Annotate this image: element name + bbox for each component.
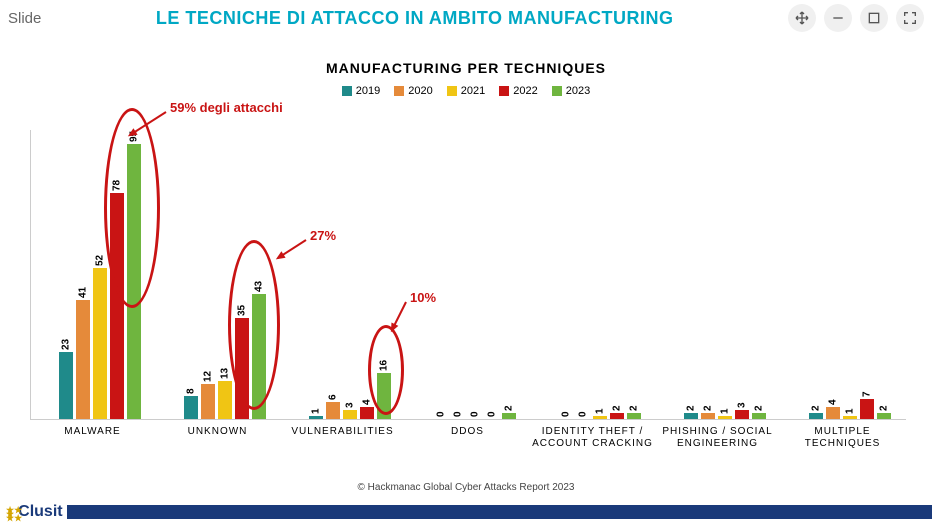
legend-swatch (447, 86, 457, 96)
legend-label: 2020 (408, 85, 432, 97)
legend-swatch (342, 86, 352, 96)
legend-label: 2019 (356, 85, 380, 97)
slide-title: LE TECNICHE DI ATTACCO IN AMBITO MANUFAC… (41, 8, 788, 29)
legend: 2019 2020 2021 2022 2023 (0, 85, 932, 97)
legend-swatch (394, 86, 404, 96)
chart-title: MANUFACTURING PER TECHNIQUES (0, 60, 932, 76)
legend-swatch (552, 86, 562, 96)
legend-item: 2021 (447, 85, 485, 97)
move-button[interactable] (788, 4, 816, 32)
footer-bar (67, 505, 932, 519)
window-controls (788, 4, 924, 32)
minimize-button[interactable] (824, 4, 852, 32)
maximize-button[interactable] (860, 4, 888, 32)
legend-label: 2023 (566, 85, 590, 97)
legend-item: 2023 (552, 85, 590, 97)
footer: ★★★ ★★ Clusit (0, 501, 932, 523)
legend-item: 2020 (394, 85, 432, 97)
legend-item: 2022 (499, 85, 537, 97)
logo-text: Clusit (18, 503, 62, 521)
legend-label: 2021 (461, 85, 485, 97)
logo-stars: ★★★ ★★ (6, 508, 22, 520)
topbar: Slide LE TECNICHE DI ATTACCO IN AMBITO M… (0, 0, 932, 36)
annotation-text: 59% degli attacchi (170, 100, 283, 115)
slide-label: Slide (8, 10, 41, 27)
clusit-logo: ★★★ ★★ Clusit (0, 503, 63, 521)
legend-swatch (499, 86, 509, 96)
legend-label: 2022 (513, 85, 537, 97)
annotation-arrow (30, 130, 906, 450)
fullscreen-button[interactable] (896, 4, 924, 32)
source-text: © Hackmanac Global Cyber Attacks Report … (0, 482, 932, 493)
legend-item: 2019 (342, 85, 380, 97)
chart-area: 2341527895812133543163416000020012222132… (30, 130, 906, 450)
